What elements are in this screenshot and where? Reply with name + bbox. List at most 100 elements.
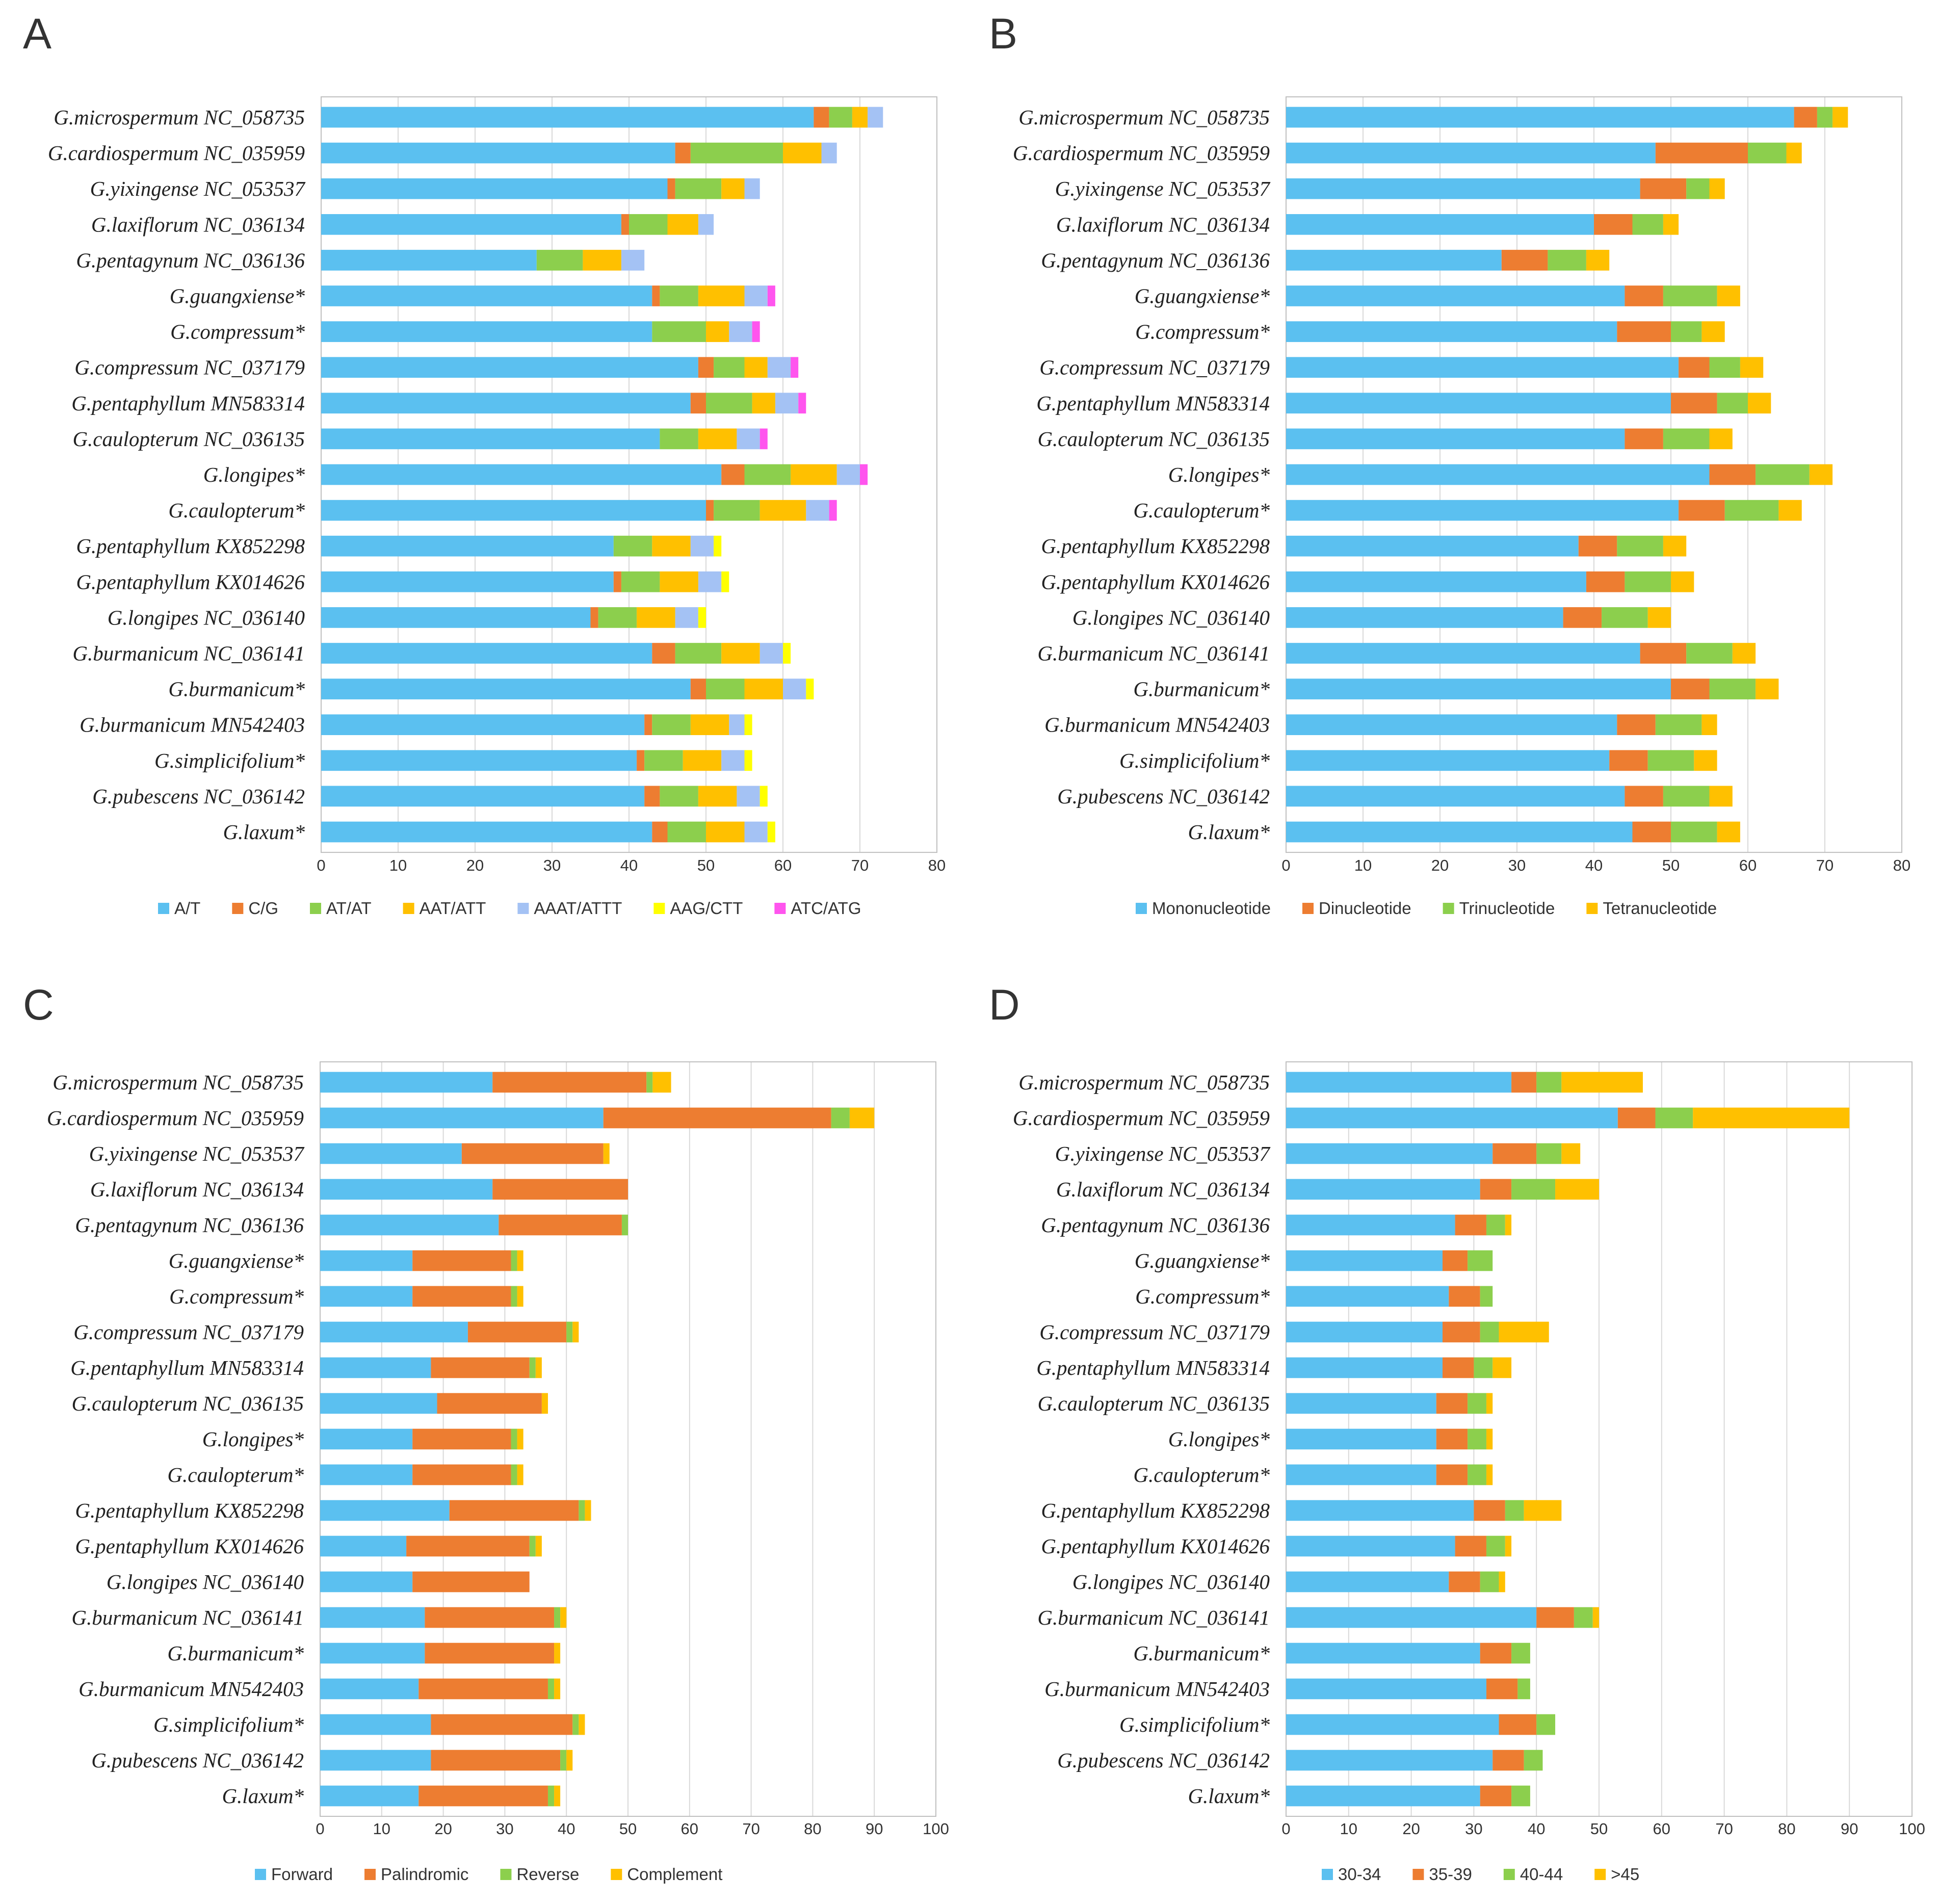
category-label: G.pentaphyllum KX014626 (1041, 570, 1270, 593)
chart-panel-d: D G.microspermum NC_058735 G.cardiospermum… (989, 981, 1925, 1884)
category-label: G.simplicifolium* (1119, 1713, 1270, 1736)
bar-segment (1443, 1250, 1468, 1271)
bar-segment (1436, 1428, 1468, 1450)
category-label: G.pubescens NC_036142 (1057, 1749, 1270, 1772)
bar-segment (690, 535, 714, 557)
bar-segment (698, 357, 714, 378)
bar-segment (629, 214, 668, 235)
bar-segment (1286, 1464, 1436, 1485)
x-tick-label: 60 (1739, 856, 1757, 874)
bar-segment (621, 1214, 628, 1236)
category-label: G.microspermum NC_058735 (1018, 1071, 1270, 1094)
bar-segment (321, 821, 652, 843)
bar-segment (1286, 1250, 1443, 1271)
x-tick-label: 50 (1662, 856, 1680, 874)
bar-segment (566, 1750, 573, 1771)
bar-segment (320, 1464, 413, 1485)
category-label: G.cardiospermum NC_035959 (1013, 1106, 1270, 1130)
category-label: G.pubescens NC_036142 (1057, 785, 1270, 808)
bar-segment (1468, 1393, 1486, 1414)
bar-segment (760, 643, 783, 664)
x-tick-label: 30 (496, 1820, 513, 1838)
bar-segment (1655, 1107, 1693, 1129)
bar-segment (675, 643, 722, 664)
category-label: G.burmanicum NC_036141 (1037, 642, 1270, 665)
bar-segment (1286, 1750, 1493, 1771)
bar-segment (1286, 1607, 1537, 1628)
bar-segment (721, 464, 745, 485)
bar-segment (579, 1714, 585, 1735)
bar-segment (583, 250, 621, 271)
bar-segment (320, 1428, 413, 1450)
category-label: G.longipes NC_036140 (108, 606, 305, 629)
bar-segment (1286, 1179, 1480, 1200)
bar-segment (1480, 1642, 1512, 1664)
category-label: G.longipes NC_036140 (1072, 1570, 1270, 1594)
bar-segment (690, 393, 706, 414)
bar-segment (1492, 1750, 1524, 1771)
bar-segment (1286, 357, 1679, 378)
bar-segment (1511, 1072, 1537, 1093)
category-label: G.compressum* (1135, 320, 1270, 344)
legend-swatch (1594, 1869, 1606, 1880)
bar-segment (1586, 571, 1625, 592)
bar-segment (412, 1464, 511, 1485)
legend-swatch (517, 903, 529, 914)
legend-label: AAAT/ATTT (534, 899, 622, 918)
bar-segment (675, 607, 698, 628)
category-label: G.pentagynum NC_036136 (1041, 248, 1270, 272)
bar-segment (1468, 1428, 1486, 1450)
bar-segment (320, 1393, 437, 1414)
bar-segment (321, 464, 722, 485)
bar-segment (511, 1428, 517, 1450)
bar-segment (1486, 1678, 1518, 1700)
bar-segment (1511, 1642, 1530, 1664)
bar-segment (437, 1393, 542, 1414)
bar-segment (1443, 1357, 1474, 1378)
bar-segment (767, 357, 791, 378)
chart-panel-c: C G.microspermum NC_058735 G.cardiospermum… (23, 981, 949, 1884)
x-tick-label: 70 (1715, 1820, 1733, 1838)
bar-segment (1286, 178, 1640, 199)
bar-segment (320, 1143, 462, 1164)
bar-segment (1555, 1179, 1599, 1200)
bar-segment (1286, 1500, 1474, 1521)
bar-segment (431, 1357, 530, 1378)
bar-segment (598, 607, 637, 628)
category-label: G.laxum* (222, 1784, 304, 1808)
bar-segment (572, 1714, 579, 1735)
bar-segment (529, 1357, 536, 1378)
bar-segment (321, 357, 698, 378)
bar-segment (1286, 1642, 1480, 1664)
x-tick-label: 70 (742, 1820, 760, 1838)
x-tick-label: 70 (851, 856, 869, 874)
bar-segment (1694, 750, 1717, 771)
bar-segment (1486, 1214, 1505, 1236)
bar-segment (412, 1286, 511, 1307)
legend-swatch (403, 903, 414, 914)
legend-label: Tetranucleotide (1603, 899, 1717, 918)
category-label: G.burmanicum MN542403 (80, 713, 305, 737)
bar-segment (1617, 321, 1671, 342)
category-label: G.pentaphyllum MN583314 (71, 392, 305, 415)
bar-segment (321, 750, 637, 771)
bar-segment (1286, 142, 1656, 164)
category-label: G.laxum* (1188, 1784, 1270, 1808)
bar-segment (579, 1500, 585, 1521)
x-tick-label: 50 (1590, 1820, 1608, 1838)
bar-segment (760, 786, 768, 807)
bar-segment (1574, 1607, 1593, 1628)
bar-segment (1492, 1357, 1512, 1378)
bar-segment (535, 1357, 542, 1378)
bar-segment (652, 821, 668, 843)
bar-segment (1671, 571, 1694, 592)
bar-segment (1663, 285, 1717, 306)
bar-segment (1286, 1107, 1618, 1129)
bar-segment (1486, 1535, 1505, 1557)
x-tick-label: 0 (317, 856, 325, 874)
bar-segment (1505, 1535, 1512, 1557)
bar-segment (1536, 1143, 1562, 1164)
legend-swatch (255, 1869, 266, 1880)
bar-segment (652, 535, 691, 557)
bar-segment (1647, 607, 1671, 628)
